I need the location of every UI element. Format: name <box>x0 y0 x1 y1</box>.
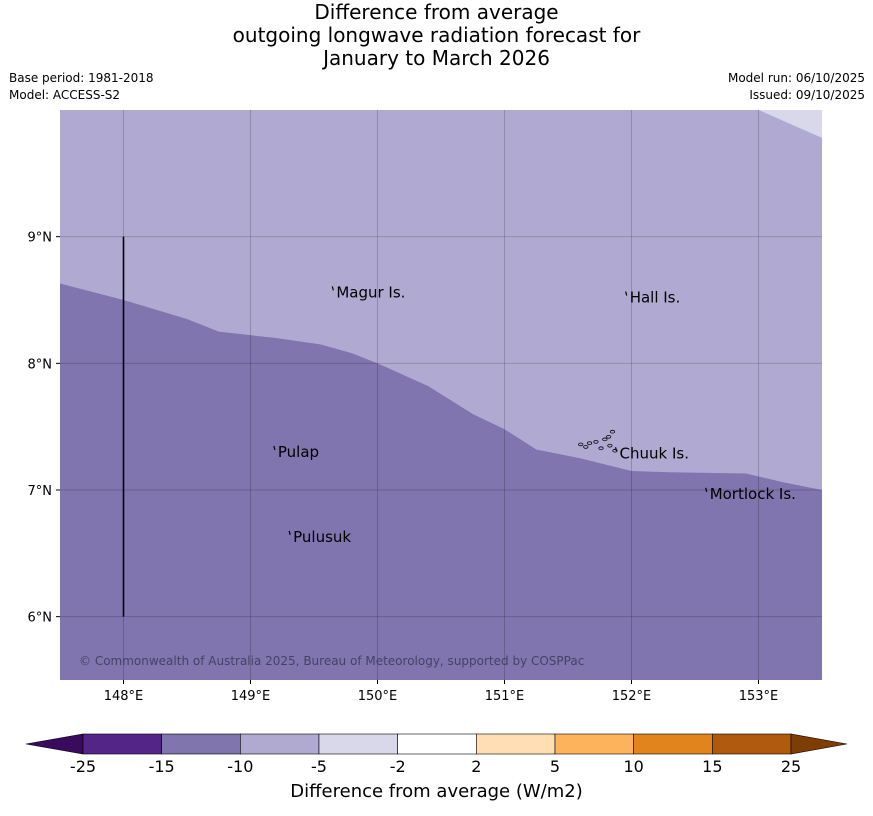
island-mark <box>331 286 334 291</box>
island-mark <box>609 429 616 434</box>
meta-right: Model run: 06/10/2025 Issued: 09/10/2025 <box>728 70 865 104</box>
place-label: Mortlock Is. <box>710 485 796 503</box>
colorbar-tick-label: 10 <box>623 757 643 776</box>
colorbar-title: Difference from average (W/m2) <box>290 781 583 802</box>
place-label: Hall Is. <box>630 288 681 306</box>
island-mark <box>288 530 291 536</box>
colorbar-tick-label: -5 <box>311 757 327 776</box>
colorbar-extend-high <box>790 733 848 755</box>
lat-tick-label: 9°N <box>28 231 53 246</box>
island-mark <box>602 437 608 442</box>
region-minus15-to-minus10 <box>60 283 822 680</box>
meta-left: Base period: 1981-2018 Model: ACCESS-S2 <box>9 70 154 104</box>
colorbar-tick-label: -10 <box>227 757 253 776</box>
lat-tick-label: 7°N <box>28 484 53 499</box>
colorbar-tick-label: -25 <box>70 757 96 776</box>
island-mark <box>593 440 599 444</box>
colorbar-box <box>161 733 241 755</box>
issued-date: Issued: 09/10/2025 <box>749 88 865 102</box>
colorbar-box <box>318 733 398 755</box>
colorbar-box <box>712 733 792 755</box>
lon-tick-label: 149°E <box>231 689 271 704</box>
lat-tick-label: 6°N <box>28 611 53 626</box>
colorbar-box <box>240 733 320 755</box>
lat-tick-label: 8°N <box>28 357 53 372</box>
island-mark <box>625 291 628 296</box>
place-label: Chuuk Is. <box>620 444 689 462</box>
model-name: Model: ACCESS-S2 <box>9 88 121 102</box>
lon-tick-label: 151°E <box>485 689 525 704</box>
colorbar-tick-label: 25 <box>781 757 801 776</box>
map-area: Magur Is. Hall Is. Pulap Chuuk Is. Pulusuk Mo… <box>60 110 822 680</box>
colorbar-box <box>82 733 162 755</box>
place-label: Pulusuk <box>293 528 351 546</box>
title-line-2: outgoing longwave radiation forecast for <box>232 23 641 47</box>
base-period: Base period: 1981-2018 <box>9 71 154 85</box>
island-mark <box>578 442 584 447</box>
colorbar-tick-label: 5 <box>550 757 560 776</box>
colorbar-box <box>554 733 634 755</box>
colorbar-box <box>397 733 477 755</box>
island-mark <box>583 445 589 449</box>
colorbar-tick-label: 2 <box>471 757 481 776</box>
lon-tick-label: 150°E <box>358 689 398 704</box>
region-minus5-to-minus2 <box>758 110 822 138</box>
island-mark <box>598 446 604 451</box>
island-mark <box>273 445 276 451</box>
place-label: Magur Is. <box>336 283 405 301</box>
lon-tick-label: 148°E <box>104 689 144 704</box>
island-mark <box>705 487 708 492</box>
copyright-notice: © Commonwealth of Australia 2025, Bureau… <box>79 654 584 668</box>
island-mark <box>614 447 618 452</box>
island-mark <box>586 441 593 445</box>
lon-tick-label: 153°E <box>739 689 779 704</box>
colorbar-extend-low <box>25 733 84 755</box>
colorbar-box <box>633 733 713 755</box>
colorbar-box <box>476 733 556 755</box>
map-title: Difference from average outgoing longwav… <box>0 1 873 70</box>
island-mark <box>612 448 618 453</box>
island-mark <box>606 434 612 439</box>
colorbar-tick-label: 15 <box>702 757 722 776</box>
model-run: Model run: 06/10/2025 <box>727 71 865 85</box>
island-mark <box>607 443 613 448</box>
lon-tick-label: 152°E <box>612 689 652 704</box>
colorbar-tick-label: -2 <box>390 757 406 776</box>
title-line-1: Difference from average <box>314 0 559 24</box>
title-line-3: January to March 2026 <box>323 46 550 70</box>
colorbar-tick-label: -15 <box>149 757 175 776</box>
place-label: Pulap <box>278 443 319 461</box>
